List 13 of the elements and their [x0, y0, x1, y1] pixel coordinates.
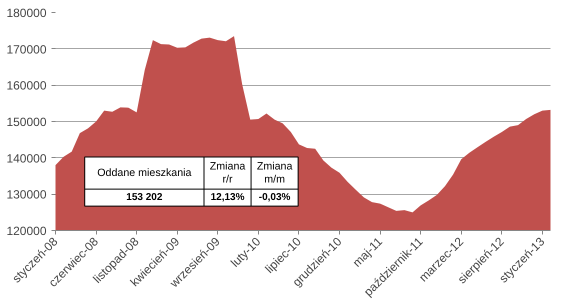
annotation: 12,13% — [210, 192, 245, 204]
y-tick-label: 150000 — [6, 115, 47, 129]
y-tick-label: 160000 — [6, 78, 47, 93]
y-tick-label: 130000 — [6, 188, 47, 202]
y-tick-label: 120000 — [6, 224, 47, 238]
y-tick-label: 180000 — [6, 6, 47, 20]
y-tick-label: 170000 — [6, 42, 47, 56]
y-tick-label: 140000 — [6, 151, 47, 166]
annotation: Zmiana r/r — [210, 160, 246, 186]
annotation: Oddane mieszkania — [97, 167, 192, 180]
annotation: Zmiana m/m — [256, 160, 292, 186]
annotation: -0,03% — [258, 192, 291, 204]
annotation: 153 202 — [126, 192, 163, 204]
